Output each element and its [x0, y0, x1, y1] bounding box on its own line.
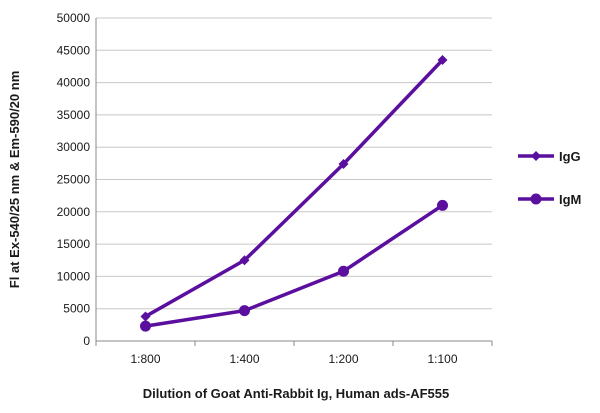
- data-point: [437, 199, 448, 211]
- x-tick-label: 1:400: [229, 352, 259, 366]
- gridlines: [96, 17, 492, 310]
- x-tick-label: 1:200: [328, 352, 358, 366]
- legend: IgG IgM: [518, 149, 581, 207]
- y-tick-label: 30000: [57, 140, 91, 154]
- y-tick-label: 35000: [57, 108, 91, 122]
- data-point: [239, 305, 250, 317]
- data-point: [239, 255, 250, 266]
- legend-item-igg: IgG: [518, 149, 581, 164]
- data-point: [140, 320, 151, 332]
- x-tick-label: 1:100: [427, 352, 457, 366]
- legend-marker: [530, 193, 542, 205]
- y-tick-label: 50000: [57, 11, 91, 25]
- y-tick-label: 0: [83, 334, 90, 348]
- data-point: [338, 265, 349, 277]
- x-axis-title: Dilution of Goat Anti-Rabbit Ig, Human a…: [143, 386, 449, 401]
- series-igm: [140, 199, 448, 332]
- y-tick-label: 40000: [57, 76, 91, 90]
- y-tick-label: 10000: [57, 269, 91, 283]
- y-tick-label: 45000: [57, 43, 91, 57]
- legend-marker: [531, 151, 541, 161]
- y-axis-title: Fl at Ex-540/25 nm & Em-590/20 nm: [7, 71, 22, 288]
- series-igg: [140, 54, 448, 322]
- data-point: [338, 158, 349, 169]
- series-line: [144, 58, 444, 318]
- y-tick-label: 25000: [57, 173, 91, 187]
- legend-item-igm: IgM: [518, 192, 581, 207]
- x-tick-label: 1:800: [130, 352, 160, 366]
- legend-label: IgG: [559, 149, 581, 164]
- series-line: [145, 203, 444, 328]
- y-tick-label: 20000: [57, 205, 91, 219]
- data-point: [140, 311, 151, 322]
- x-tick-labels: 1:800 1:400 1:200 1:100: [95, 341, 493, 366]
- data-point: [437, 54, 448, 65]
- y-tick-label: 15000: [57, 237, 91, 251]
- y-tick-label: 5000: [63, 302, 90, 316]
- legend-label: IgM: [559, 192, 581, 207]
- y-tick-labels: 0 5000 10000 15000 20000 25000 30000 35000 40000…: [57, 11, 91, 348]
- series-group: [140, 54, 448, 332]
